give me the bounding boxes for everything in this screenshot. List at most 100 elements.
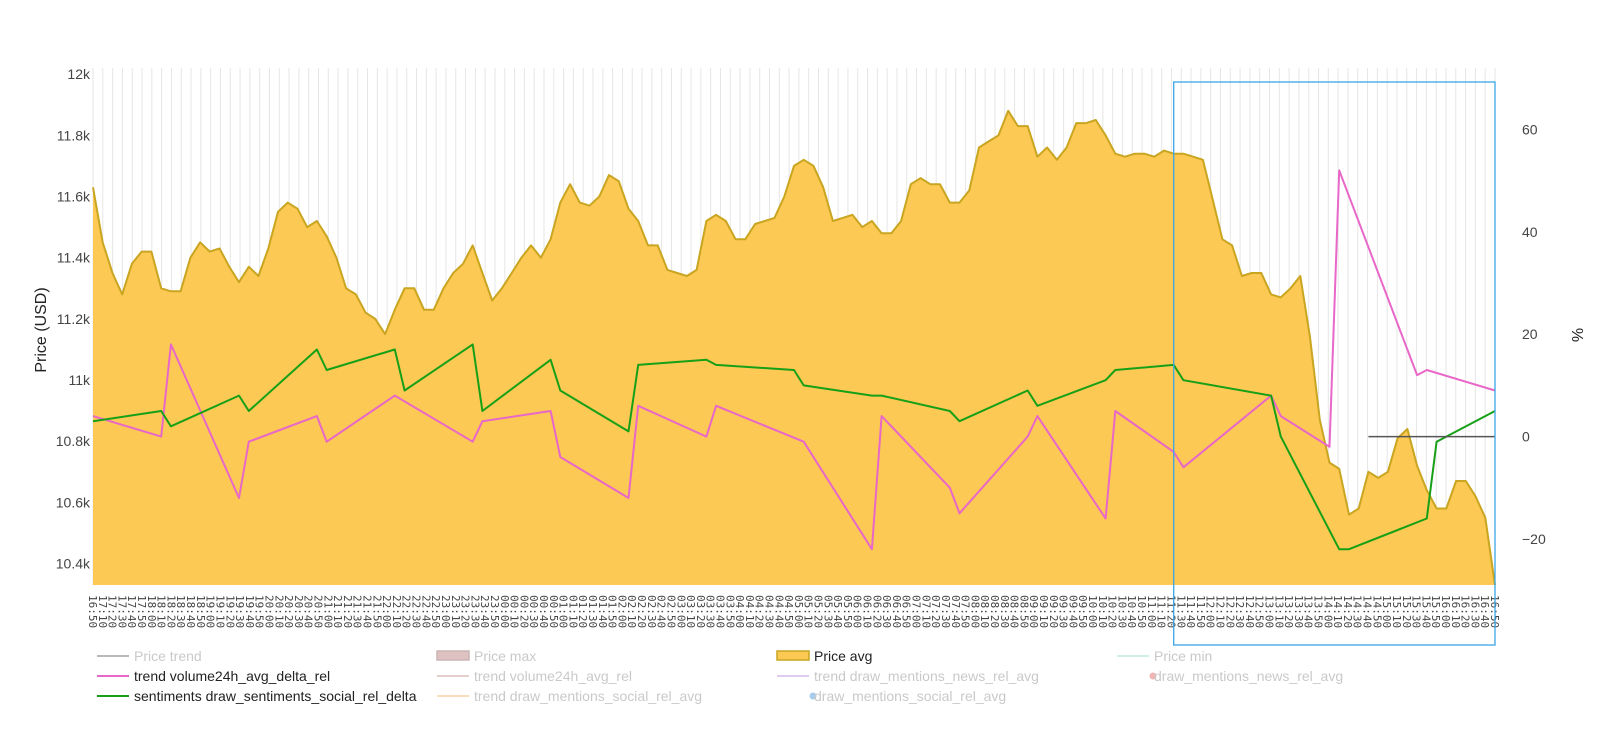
x-tick-label: 04:40	[772, 595, 785, 628]
x-tick-label: 08:20	[988, 595, 1001, 628]
x-tick-label: 10:50	[1135, 595, 1148, 628]
x-tick-label: 00:10	[508, 595, 521, 628]
y-left-tick-label: 12k	[67, 66, 91, 82]
legend-label: trend draw_mentions_social_rel_avg	[474, 688, 702, 704]
x-tick-label: 20:20	[282, 595, 295, 628]
x-tick-label: 08:40	[1008, 595, 1021, 628]
legend-item[interactable]: trend volume24h_avg_rel	[437, 668, 632, 684]
legend-item[interactable]: Price trend	[97, 648, 202, 664]
x-tick-label: 17:10	[96, 595, 109, 628]
legend-item[interactable]: Price max	[436, 648, 536, 664]
x-tick-label: 15:40	[1419, 595, 1432, 628]
y-left-axis-title: Price (USD)	[33, 287, 50, 372]
x-ticks: 16:5017:1017:2017:3017:4017:5018:0018:10…	[86, 595, 1501, 628]
x-tick-label: 12:40	[1243, 595, 1256, 628]
x-tick-label: 05:20	[812, 595, 825, 628]
x-tick-label: 11:30	[1174, 595, 1187, 628]
x-tick-label: 10:30	[1115, 595, 1128, 628]
legend-item[interactable]: draw_mentions_social_rel_avg	[809, 688, 1007, 704]
legend-label: Price max	[474, 648, 536, 664]
x-tick-label: 07:40	[949, 595, 962, 628]
x-tick-label: 17:20	[106, 595, 119, 628]
x-tick-label: 11:50	[1194, 595, 1207, 628]
x-tick-label: 13:10	[1272, 595, 1285, 628]
x-tick-label: 15:10	[1390, 595, 1403, 628]
series-lines	[92, 169, 1496, 551]
x-tick-label: 20:00	[263, 595, 276, 628]
x-tick-label: 06:30	[880, 595, 893, 628]
x-tick-label: 21:00	[321, 595, 334, 628]
x-tick-label: 09:10	[1037, 595, 1050, 628]
x-tick-label: 16:30	[1468, 595, 1481, 628]
x-tick-label: 17:50	[135, 595, 148, 628]
x-tick-label: 19:40	[243, 595, 256, 628]
y-right-tick-label: 0	[1522, 429, 1530, 445]
x-tick-label: 18:50	[194, 595, 207, 628]
x-tick-label: 23:30	[468, 595, 481, 628]
x-tick-label: 04:30	[763, 595, 776, 628]
legend-label: Price min	[1154, 648, 1212, 664]
x-tick-label: 04:50	[782, 595, 795, 628]
x-tick-label: 20:30	[292, 595, 305, 628]
x-tick-label: 05:50	[841, 595, 854, 628]
x-tick-label: 12:00	[1204, 595, 1217, 628]
x-tick-label: 15:50	[1429, 595, 1442, 628]
x-tick-label: 02:00	[615, 595, 628, 628]
y-right-tick-label: 40	[1522, 224, 1538, 240]
legend-dot-swatch	[1149, 672, 1157, 680]
x-tick-label: 08:30	[998, 595, 1011, 628]
x-tick-label: 11:40	[1184, 595, 1197, 628]
y-left-tick-label: 10.8k	[56, 433, 91, 449]
x-tick-label: 01:30	[586, 595, 599, 628]
x-tick-label: 00:00	[498, 595, 511, 628]
legend-item[interactable]: sentiments draw_sentiments_social_rel_de…	[97, 688, 417, 704]
x-tick-label: 21:20	[341, 595, 354, 628]
x-tick-label: 02:30	[645, 595, 658, 628]
x-tick-label: 11:00	[1145, 595, 1158, 628]
legend-dot-swatch	[809, 692, 817, 700]
x-tick-label: 16:10	[1449, 595, 1462, 628]
x-tick-label: 02:40	[655, 595, 668, 628]
x-tick-label: 12:10	[1214, 595, 1227, 628]
x-tick-label: 10:40	[1125, 595, 1138, 628]
legend-item[interactable]: trend draw_mentions_news_rel_avg	[777, 668, 1039, 684]
x-tick-label: 21:10	[331, 595, 344, 628]
x-tick-label: 03:00	[674, 595, 687, 628]
legend-item[interactable]: Price avg	[776, 648, 872, 664]
y-left-ticks: 10.4k 10.6k 10.8k 11k 11.2k 11.4k 11.6k 11.8k 12…	[56, 66, 91, 571]
price-avg-line	[92, 109, 1496, 586]
x-tick-label: 23:00	[439, 595, 452, 628]
selection-box[interactable]	[1173, 81, 1496, 646]
legend-label: Price avg	[814, 648, 872, 664]
x-tick-label: 10:20	[1106, 595, 1119, 628]
x-tick-label: 22:50	[429, 595, 442, 628]
series-trend-volume24h-avg-delta-rel	[92, 169, 1496, 551]
x-tick-label: 15:20	[1400, 595, 1413, 628]
x-tick-label: 15:30	[1410, 595, 1423, 628]
x-tick-label: 13:20	[1282, 595, 1295, 628]
x-tick-label: 23:20	[459, 595, 472, 628]
x-tick-label: 22:20	[400, 595, 413, 628]
legend-item[interactable]: draw_mentions_news_rel_avg	[1149, 668, 1344, 684]
legend-item[interactable]: trend draw_mentions_social_rel_avg	[437, 688, 702, 704]
x-tick-label: 21:50	[370, 595, 383, 628]
legend-item[interactable]: Price min	[1117, 648, 1212, 664]
x-tick-label: 19:30	[233, 595, 246, 628]
legend-fill-swatch	[776, 650, 810, 661]
x-tick-label: 12:20	[1223, 595, 1236, 628]
y-right-axis-title: %	[1568, 328, 1585, 342]
legend-item[interactable]: trend volume24h_avg_delta_rel	[97, 668, 330, 684]
legend-label: draw_mentions_social_rel_avg	[814, 688, 1006, 704]
y-right-tick-label: 20	[1522, 326, 1538, 342]
x-tick-label: 19:10	[214, 595, 227, 628]
x-tick-label: 14:50	[1370, 595, 1383, 628]
x-tick-label: 05:10	[802, 595, 815, 628]
legend-label: sentiments draw_sentiments_social_rel_de…	[134, 688, 417, 704]
x-tick-label: 16:40	[1478, 595, 1491, 628]
y-right-tick-label: −20	[1522, 531, 1546, 547]
x-tick-label: 18:40	[184, 595, 197, 628]
x-tick-label: 13:50	[1312, 595, 1325, 628]
x-tick-label: 04:20	[753, 595, 766, 628]
y-right-tick-label: 60	[1522, 121, 1538, 137]
x-tick-label: 03:10	[684, 595, 697, 628]
